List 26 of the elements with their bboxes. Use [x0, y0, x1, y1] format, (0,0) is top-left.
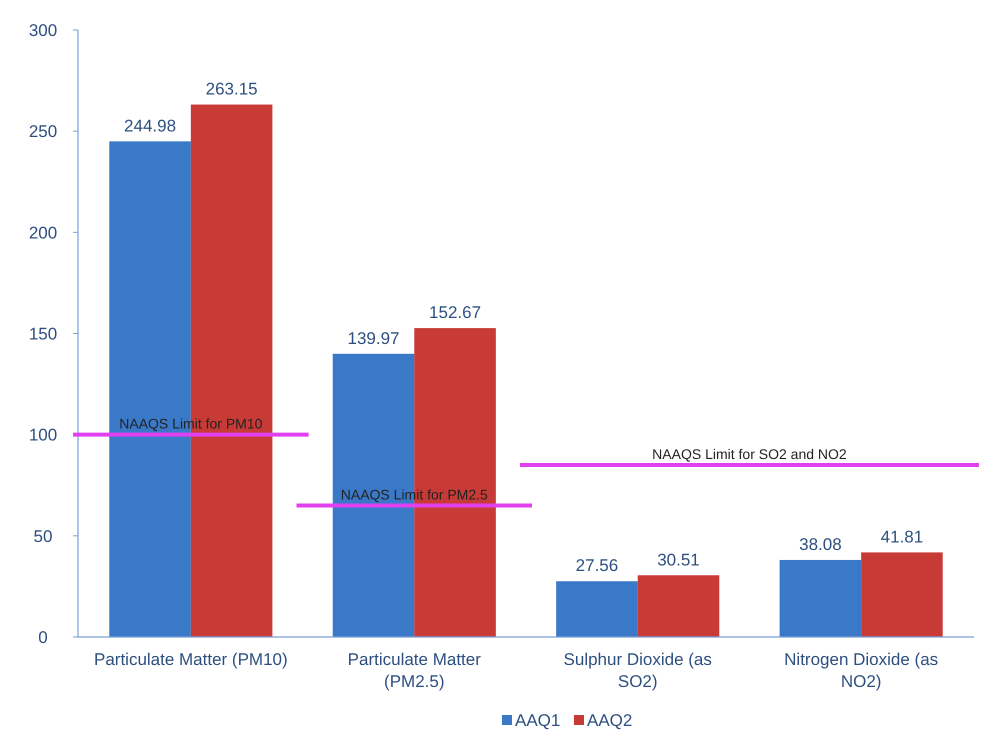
ref-line-label: NAAQS Limit for SO2 and NO2 — [652, 446, 847, 462]
legend-label: AAQ2 — [587, 711, 632, 730]
bar — [861, 552, 943, 637]
data-label: 30.51 — [657, 550, 700, 570]
bar — [638, 575, 720, 637]
legend-label: AAQ1 — [515, 711, 560, 730]
data-label: 152.67 — [429, 303, 482, 322]
data-label: 38.08 — [799, 534, 842, 554]
y-tick-label: 50 — [34, 526, 52, 546]
data-label: 244.98 — [124, 116, 176, 136]
y-tick-label: 250 — [28, 122, 58, 142]
data-label: 139.97 — [348, 328, 400, 348]
y-tick-label: 0 — [38, 628, 48, 647]
data-label: 41.81 — [880, 527, 924, 546]
data-label: 27.56 — [576, 556, 618, 576]
y-tick-label: 150 — [28, 324, 58, 344]
x-tick-label: Sulphur Dioxide (as SO2) — [564, 650, 712, 691]
x-tick-label: Nitrogen Dioxide (as NO2) — [784, 650, 938, 691]
x-tick-label: Particulate Matter (PM10) — [94, 650, 288, 669]
y-tick-label: 100 — [28, 426, 58, 445]
y-tick-label: 200 — [28, 223, 58, 242]
y-tick-label: 300 — [28, 20, 58, 40]
x-tick-label: Particulate Matter (PM2.5) — [348, 650, 482, 691]
bar — [556, 581, 638, 637]
data-label: 263.15 — [206, 80, 258, 99]
bar — [780, 560, 862, 637]
